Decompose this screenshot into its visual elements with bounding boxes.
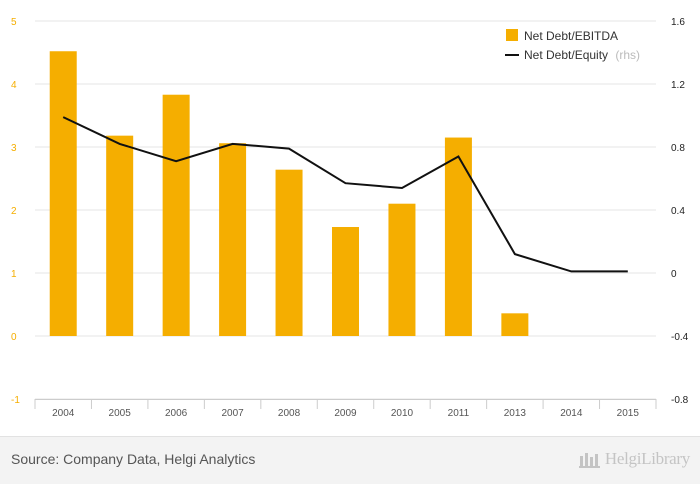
right-tick-label: 0.4	[671, 206, 685, 217]
bar	[219, 143, 247, 336]
x-tick-label: 2009	[334, 408, 357, 419]
bar	[49, 51, 77, 337]
x-tick-label: 2005	[109, 408, 132, 419]
x-tick-label: 2015	[617, 408, 640, 419]
x-tick-label: 2010	[391, 408, 414, 419]
legend-swatch-net-debt-ebitda	[506, 29, 518, 41]
right-tick-label: 1.6	[671, 17, 685, 28]
left-tick-label: 3	[11, 143, 17, 154]
x-tick-label: 2007	[221, 408, 244, 419]
line-series	[62, 116, 628, 273]
source-note: Source: Company Data, Helgi Analytics	[11, 451, 256, 467]
bar	[106, 135, 134, 336]
x-tick-label: 2011	[448, 408, 470, 419]
x-tick-label: 2004	[52, 408, 75, 419]
footer: Source: Company Data, Helgi Analytics He…	[0, 436, 700, 484]
bar-series	[49, 51, 529, 337]
x-axis: 2004 2005 2006 2007 2008 2009 2010 2011 2013 2014…	[34, 399, 657, 419]
x-tick-label: 2006	[165, 408, 188, 419]
right-tick-label: 1.2	[671, 80, 685, 91]
right-tick-label: 0.8	[671, 143, 685, 154]
bar	[444, 137, 472, 336]
x-tick-label: 2013	[504, 408, 527, 419]
x-tick-label: 2008	[278, 408, 301, 419]
brand-logo: HelgiLibrary	[578, 449, 690, 469]
bar	[332, 227, 359, 336]
legend: Net Debt/EBITDA Net Debt/Equity (rhs)	[505, 29, 640, 62]
left-tick-label: 5	[11, 17, 17, 28]
left-tick-label: 4	[11, 80, 17, 91]
legend-label-net-debt-ebitda: Net Debt/EBITDA	[524, 29, 618, 43]
right-tick-label: -0.4	[671, 332, 689, 343]
bar	[275, 169, 303, 336]
left-tick-label: 1	[11, 269, 17, 280]
right-tick-label: -0.8	[671, 395, 689, 406]
right-axis: -0.8 -0.4 0 0.4 0.8 1.2 1.6	[671, 17, 689, 406]
brand-name: HelgiLibrary	[604, 449, 690, 468]
library-icon	[578, 453, 600, 468]
left-tick-label: -1	[11, 395, 20, 406]
bar	[388, 203, 416, 336]
svg-text:Net Debt/Equity (rhs): Net Debt/Equity (rhs)	[524, 48, 640, 62]
bar	[501, 313, 529, 336]
right-tick-label: 0	[671, 269, 677, 280]
legend-label-net-debt-equity: Net Debt/Equity	[524, 48, 608, 62]
left-tick-label: 0	[11, 332, 17, 343]
x-tick-label: 2014	[560, 408, 583, 419]
bar	[162, 94, 190, 337]
legend-rhs-note: (rhs)	[615, 48, 640, 62]
left-tick-label: 2	[11, 206, 17, 217]
left-axis: -1 0 1 2 3 4 5	[11, 17, 20, 406]
